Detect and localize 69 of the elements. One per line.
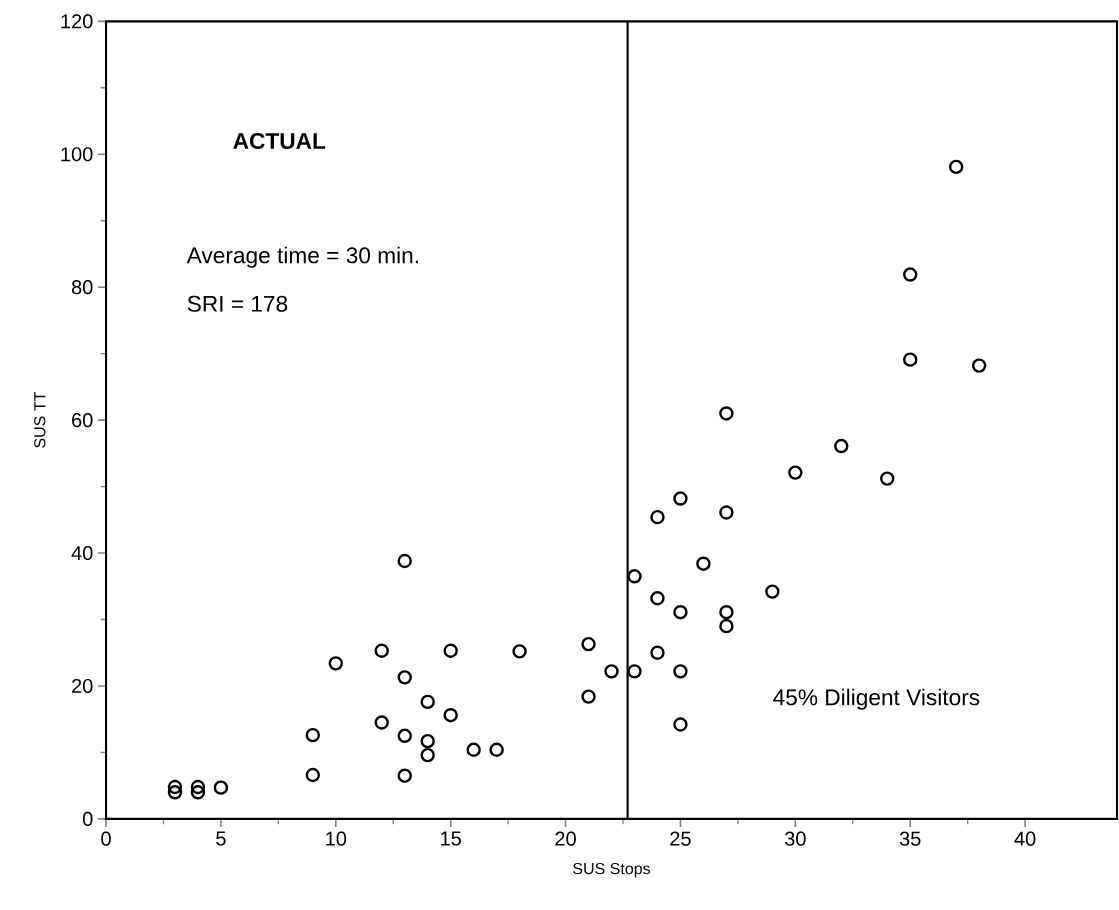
x-tick-label: 5	[216, 831, 226, 846]
point	[305, 728, 321, 743]
x-tick-label: 10	[326, 831, 347, 846]
y-tick-label: 60	[72, 413, 93, 428]
x-tick-label: 20	[555, 831, 576, 846]
x-tick-label: 40	[1014, 831, 1036, 846]
x-tick-label: 25	[670, 831, 691, 846]
point	[948, 159, 964, 175]
point	[420, 748, 435, 763]
x-tick-label: 35	[899, 831, 921, 846]
point	[696, 556, 711, 572]
point	[328, 656, 343, 671]
point	[673, 717, 688, 732]
point	[190, 780, 206, 795]
x-tick-label: 30	[784, 831, 806, 846]
point	[466, 742, 481, 758]
point	[374, 643, 389, 659]
point	[190, 785, 206, 800]
point	[397, 768, 412, 784]
point	[374, 715, 389, 730]
annotation: Average time = 30 min.	[186, 246, 418, 269]
point	[604, 664, 619, 679]
x-tick-label: 0	[101, 831, 111, 846]
point	[305, 768, 321, 783]
point	[673, 605, 688, 620]
point	[719, 505, 734, 520]
point	[397, 554, 412, 569]
point	[673, 664, 688, 679]
point	[627, 569, 642, 584]
point	[443, 708, 458, 723]
point	[719, 605, 734, 620]
annotation: 45% Diligent Visitors	[773, 688, 980, 711]
point	[673, 491, 688, 506]
y-tick-label: 80	[71, 280, 93, 295]
y-tick-label: 40	[71, 546, 93, 561]
point	[420, 734, 435, 749]
point	[167, 780, 183, 795]
y-tick-label: 0	[82, 812, 93, 827]
point	[397, 728, 412, 744]
y-axis-title: SUS TT	[34, 392, 46, 449]
annotation: SRI = 178	[187, 295, 288, 313]
y-tick-label: 20	[72, 679, 93, 694]
point	[213, 780, 229, 796]
point	[627, 664, 642, 679]
x-tick-label: 15	[441, 831, 461, 846]
point	[788, 465, 803, 481]
y-tick-label: 100	[61, 147, 93, 162]
annotation: ACTUAL	[233, 133, 326, 150]
point	[420, 694, 435, 710]
x-axis-title: SUS Stops	[573, 863, 651, 878]
point	[581, 689, 596, 705]
point	[581, 637, 596, 652]
point	[512, 644, 527, 659]
point	[650, 645, 665, 661]
point	[903, 352, 918, 368]
point	[765, 584, 780, 599]
point	[489, 742, 504, 758]
point	[903, 267, 918, 282]
point	[834, 439, 849, 454]
point	[880, 471, 895, 486]
point	[397, 670, 412, 685]
point	[167, 785, 183, 800]
point	[719, 406, 734, 421]
y-tick-label: 120	[61, 14, 93, 29]
point	[971, 358, 987, 374]
point	[650, 591, 665, 606]
point	[650, 510, 665, 525]
point	[443, 643, 458, 659]
point	[719, 619, 734, 634]
